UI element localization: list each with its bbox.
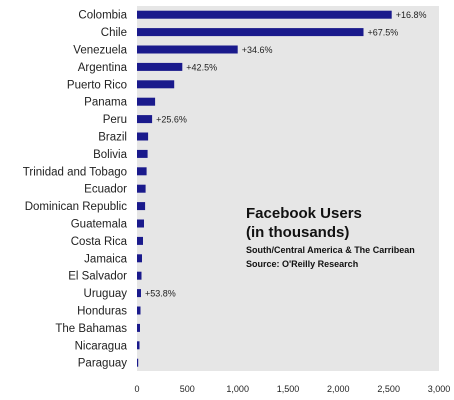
bar-colombia xyxy=(137,10,392,19)
category-label: Trinidad and Tobago xyxy=(23,166,127,178)
chart-subtitle: South/Central America & The Carribean xyxy=(246,245,415,255)
category-label: Paraguay xyxy=(78,358,127,370)
category-label: Puerto Rico xyxy=(67,79,127,91)
bar-annotation: +16.8% xyxy=(396,10,427,20)
bar-argentina xyxy=(137,62,183,71)
bar-guatemala xyxy=(137,219,144,228)
bar-venezuela xyxy=(137,45,238,54)
bar-annotation: +25.6% xyxy=(156,115,187,125)
category-label: Bolivia xyxy=(93,149,127,161)
category-label: Costa Rica xyxy=(71,236,128,248)
chart-title-line1: Facebook Users xyxy=(246,205,362,222)
x-tick-label: 2,500 xyxy=(377,384,400,394)
bar-annotation: +42.5% xyxy=(186,62,217,72)
category-label: El Salvador xyxy=(68,271,127,283)
category-label: Brazil xyxy=(98,132,127,144)
x-tick-label: 2,000 xyxy=(327,384,350,394)
bar-honduras xyxy=(137,306,141,315)
bar-bolivia xyxy=(137,149,148,158)
x-tick-label: 3,000 xyxy=(428,384,451,394)
bar-nicaragua xyxy=(137,341,140,350)
bar-annotations: +16.8% +67.5% +34.6% +42.5% +25.6% +53.8% xyxy=(145,10,426,298)
x-tick-label: 500 xyxy=(180,384,195,394)
plot-area xyxy=(137,6,439,371)
category-label: Argentina xyxy=(78,62,128,74)
bar-jamaica xyxy=(137,254,142,263)
bar-chile xyxy=(137,28,364,37)
category-label: Nicaragua xyxy=(75,340,128,352)
category-labels: Colombia Chile Venezuela Argentina Puerto Ri… xyxy=(23,10,128,370)
bars xyxy=(137,10,392,367)
category-label: Peru xyxy=(103,114,127,126)
chart-source: Source: O'Reilly Research xyxy=(246,259,358,269)
category-label: Ecuador xyxy=(84,184,127,196)
bar-el-salvador xyxy=(137,271,142,280)
bar-annotation: +34.6% xyxy=(242,45,273,55)
category-label: Honduras xyxy=(77,306,127,318)
category-label: Panama xyxy=(84,97,127,109)
category-label: Uruguay xyxy=(84,288,128,300)
category-label: Venezuela xyxy=(73,45,127,57)
bar-costa-rica xyxy=(137,236,143,245)
category-label: The Bahamas xyxy=(55,323,127,335)
bar-uruguay xyxy=(137,289,141,298)
bar-annotation: +53.8% xyxy=(145,289,176,299)
bar-ecuador xyxy=(137,184,146,193)
bar-dominican-republic xyxy=(137,202,146,211)
x-axis-ticks: 0 500 1,000 1,500 2,000 2,500 3,000 xyxy=(134,384,450,394)
bar-trinidad-and-tobago xyxy=(137,167,147,176)
bar-panama xyxy=(137,97,156,106)
category-label: Colombia xyxy=(78,10,127,22)
bar-annotation: +67.5% xyxy=(368,28,399,38)
bar-the-bahamas xyxy=(137,323,140,332)
bar-puerto-rico xyxy=(137,80,175,89)
category-label: Jamaica xyxy=(84,253,127,265)
bar-peru xyxy=(137,115,153,124)
x-tick-label: 0 xyxy=(134,384,139,394)
bar-paraguay xyxy=(137,358,139,367)
bar-brazil xyxy=(137,132,149,141)
chart-title-line2: (in thousands) xyxy=(246,224,349,241)
category-label: Dominican Republic xyxy=(25,201,128,213)
x-tick-label: 1,500 xyxy=(277,384,300,394)
x-tick-label: 1,000 xyxy=(226,384,249,394)
category-label: Guatemala xyxy=(71,219,128,231)
category-label: Chile xyxy=(101,27,127,39)
